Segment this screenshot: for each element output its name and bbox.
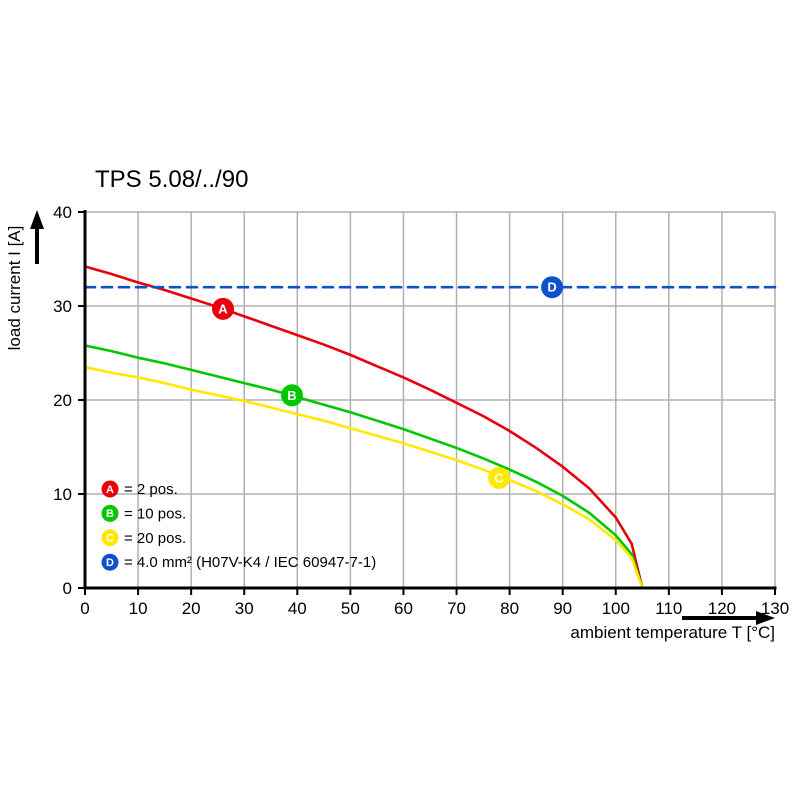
x-tick-label: 70 [447,599,466,618]
marker-letter-d: D [547,280,556,295]
legend-label-d: = 4.0 mm² (H07V-K4 / IEC 60947-7-1) [124,554,376,571]
x-tick-label: 10 [129,599,148,618]
curve-b [83,344,644,590]
x-tick-label: 100 [602,599,630,618]
legend-swatch-a [101,480,119,498]
marker-d [541,276,564,299]
x-tick-label: 90 [553,599,572,618]
legend-label-a: = 2 pos. [124,481,178,498]
legend-label-b: = 10 pos. [124,505,186,522]
marker-b [281,384,303,407]
legend-swatch-c [101,529,119,547]
x-tick-label: 80 [500,599,519,618]
x-tick-label: 50 [341,599,360,618]
marker-letter-b: B [287,388,296,403]
legend-swatch-d [101,553,119,571]
y-tick-label: 0 [63,579,72,598]
y-axis-arrow-head [30,210,44,229]
chart-title: TPS 5.08/../90 [95,166,248,193]
y-tick-label: 20 [53,391,72,410]
x-tick-label: 60 [394,599,413,618]
legend-label-c: = 20 pos. [124,530,186,547]
y-tick-label: 30 [53,297,72,316]
curve-a [83,265,644,590]
legend-letter-c: C [106,533,114,545]
y-tick-label: 10 [53,485,72,504]
x-axis-label: ambient temperature T [°C] [570,623,775,642]
marker-letter-a: A [218,301,228,316]
y-axis-label: load current I [A] [5,226,24,351]
marker-c [488,467,510,490]
marker-a [212,297,234,320]
marker-letter-c: C [494,471,504,486]
legend-swatch-b [101,504,119,522]
x-tick-label: 40 [288,599,307,618]
x-tick-label: 30 [235,599,254,618]
y-tick-label: 40 [53,203,72,222]
legend-letter-b: B [106,508,114,520]
legend-letter-d: D [106,557,114,569]
x-tick-label: 130 [761,599,789,618]
x-tick-label: 0 [80,599,89,618]
x-tick-label: 20 [182,599,201,618]
curve-c [83,365,644,590]
legend-letter-a: A [106,484,114,496]
x-tick-label: 110 [655,599,682,618]
x-axis-arrow-head [756,611,775,625]
x-tick-label: 120 [708,599,736,618]
